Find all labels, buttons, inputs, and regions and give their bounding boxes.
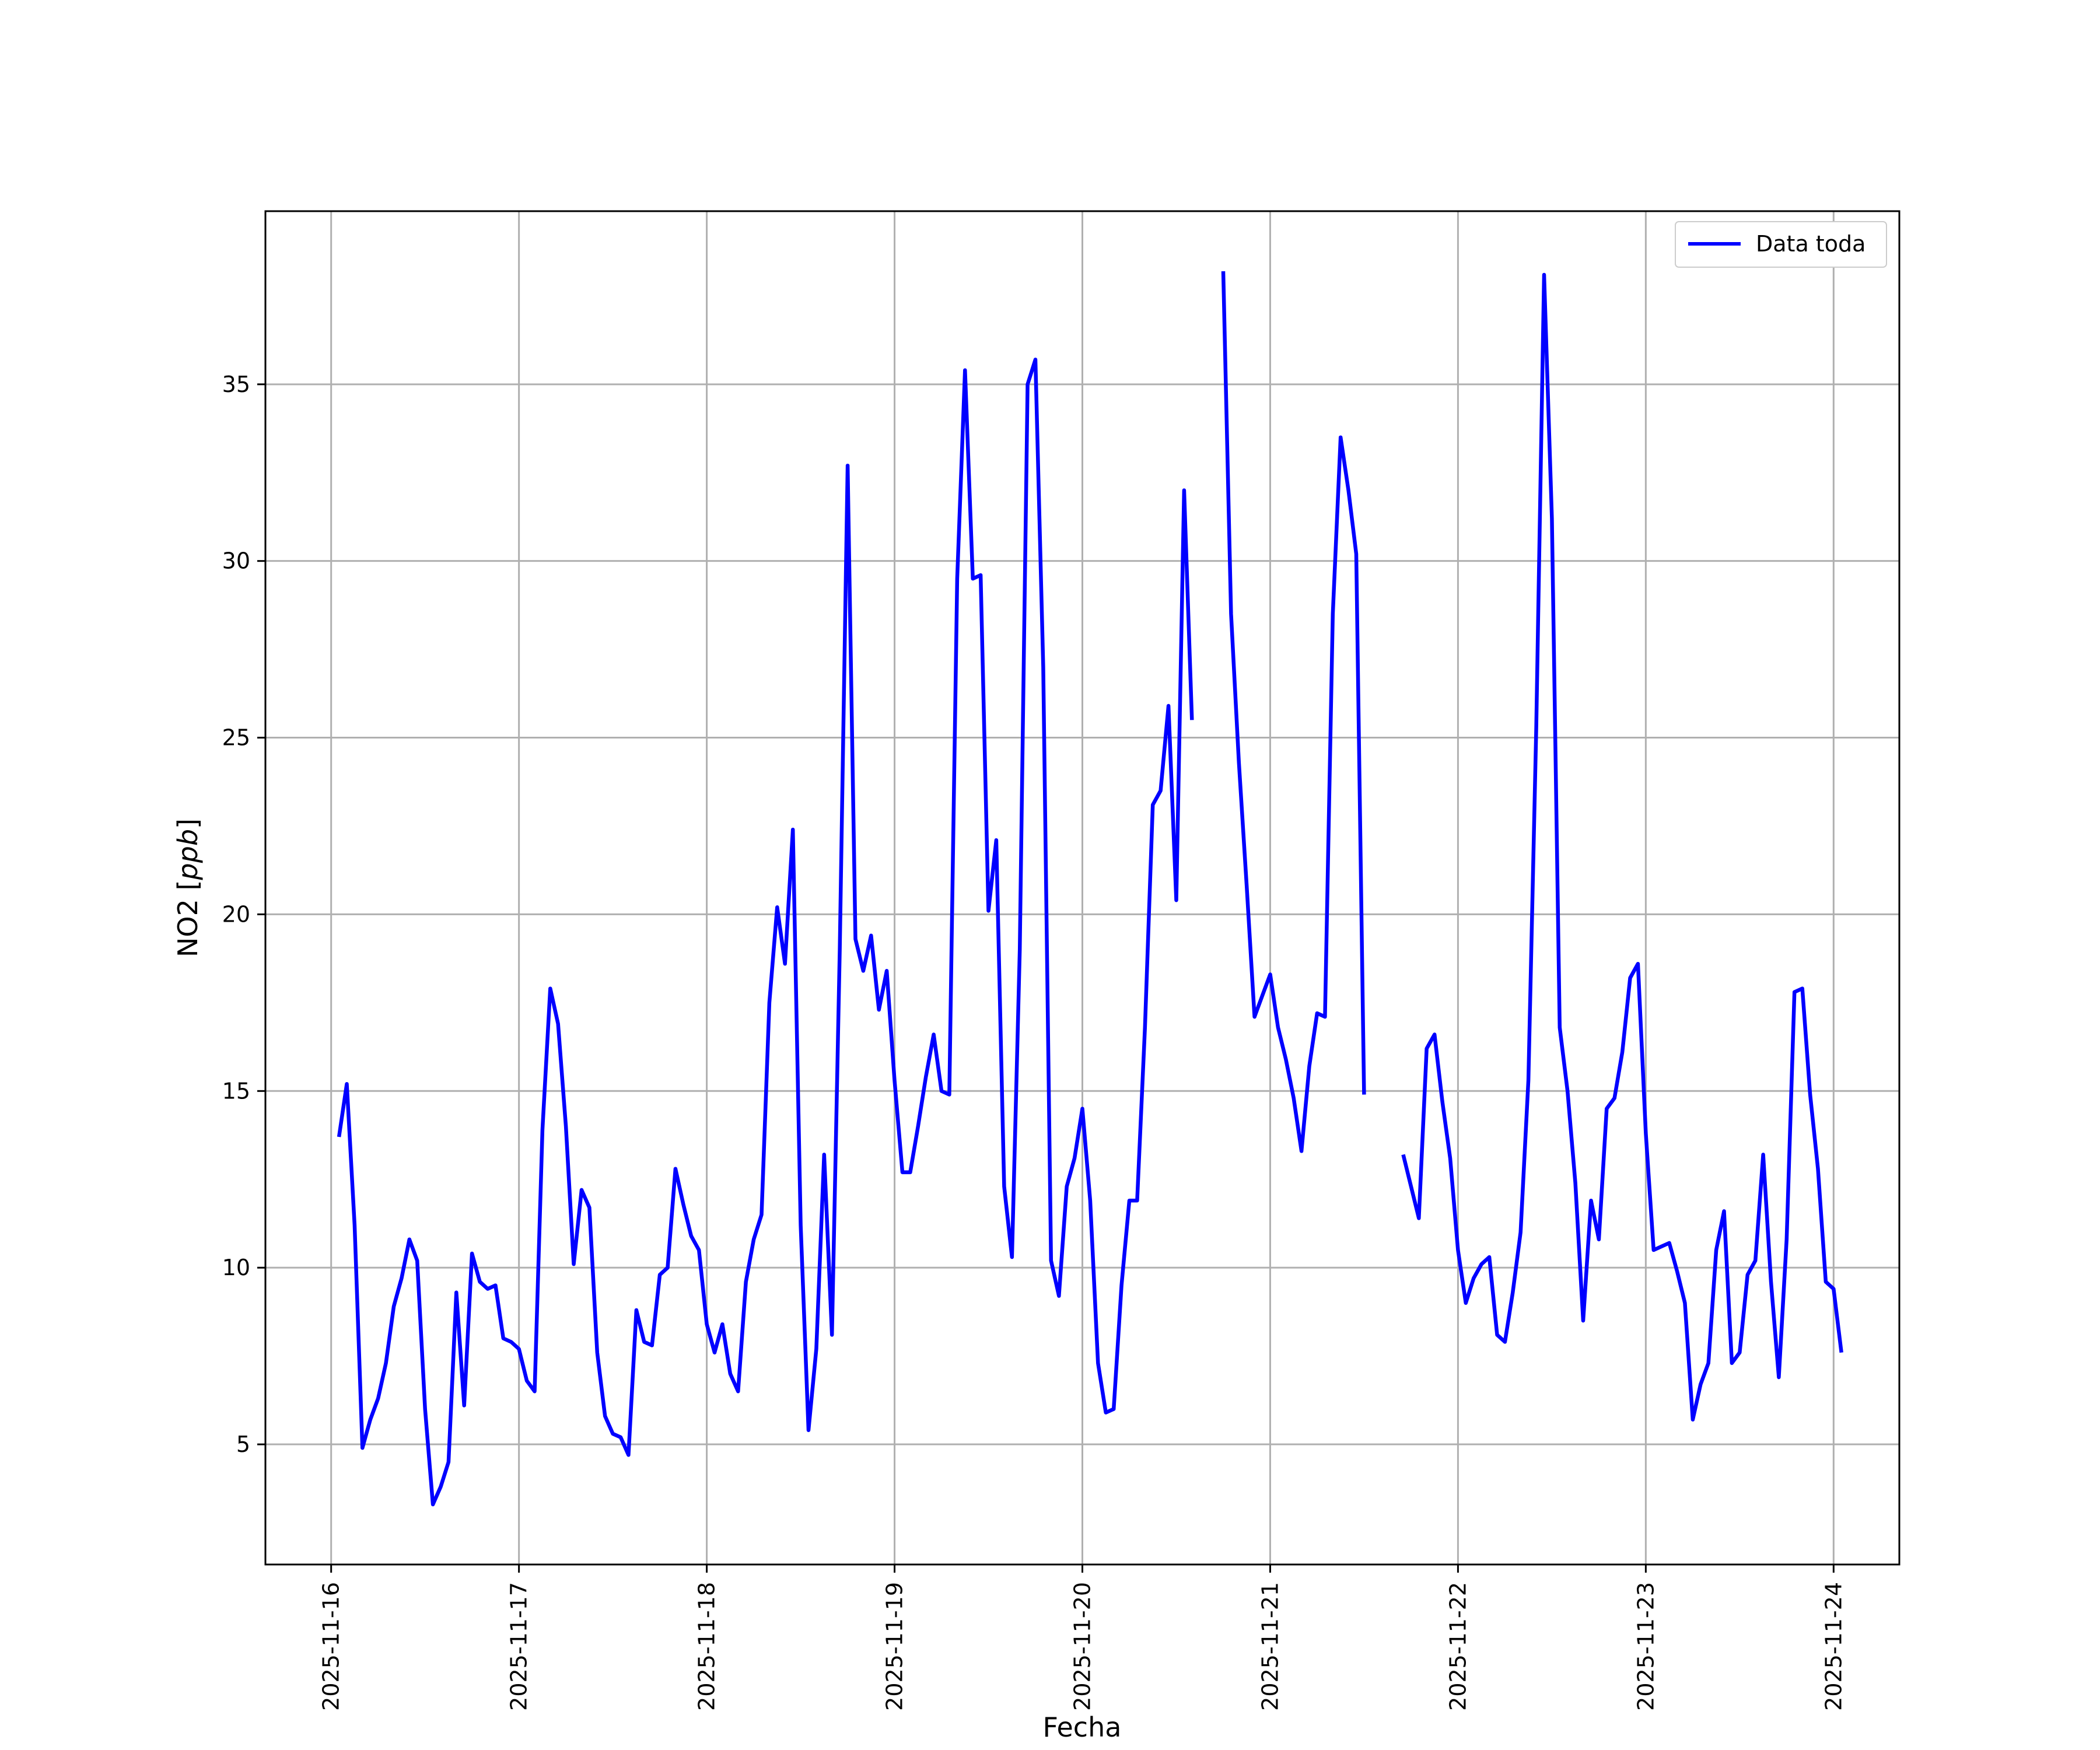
legend-label-data-toda: Data toda xyxy=(1756,231,1866,257)
x-tick-label: 2025-11-20 xyxy=(1070,1582,1096,1711)
series-line-data-toda-segment-2 xyxy=(1221,271,1366,1153)
series-line-data-toda-segment-1 xyxy=(337,358,1194,1507)
y-tick-label: 10 xyxy=(222,1255,250,1280)
x-tick-label: 2025-11-21 xyxy=(1257,1582,1283,1711)
x-tick-label: 2025-11-16 xyxy=(318,1582,344,1711)
y-tick-label: 25 xyxy=(222,725,250,751)
y-axis-label-suffix: ] xyxy=(172,818,204,829)
x-tick-label: 2025-11-19 xyxy=(882,1582,908,1711)
y-tick-label: 5 xyxy=(236,1432,250,1457)
legend-box xyxy=(1675,221,1887,268)
y-tick-label: 20 xyxy=(222,901,250,927)
y-axis-label-unit: ppb xyxy=(172,829,204,881)
series-lines xyxy=(337,271,1843,1507)
x-tick-label: 2025-11-23 xyxy=(1633,1582,1658,1711)
y-tick-label: 30 xyxy=(222,548,250,574)
x-tick-label: 2025-11-24 xyxy=(1821,1582,1846,1711)
y-ticks: 5 10 15 20 25 30 35 xyxy=(222,372,265,1457)
x-tick-label: 2025-11-18 xyxy=(694,1582,720,1711)
y-tick-label: 15 xyxy=(222,1078,250,1104)
y-tick-label: 35 xyxy=(222,372,250,397)
series-line-data-toda-segment-3 xyxy=(1401,272,1843,1422)
legend: Data toda xyxy=(1675,221,1887,268)
x-axis-label: Fecha xyxy=(1043,1712,1122,1743)
x-tick-label: 2025-11-17 xyxy=(506,1582,532,1711)
x-ticks: 2025-11-16 2025-11-17 2025-11-18 2025-11-19… xyxy=(318,1564,1846,1711)
y-axis-label-prefix: NO2 [ xyxy=(172,880,204,957)
y-axis-label: NO2 [ppb] xyxy=(172,818,204,957)
x-gridlines xyxy=(330,211,1835,1564)
x-tick-label: 2025-11-22 xyxy=(1445,1582,1471,1711)
